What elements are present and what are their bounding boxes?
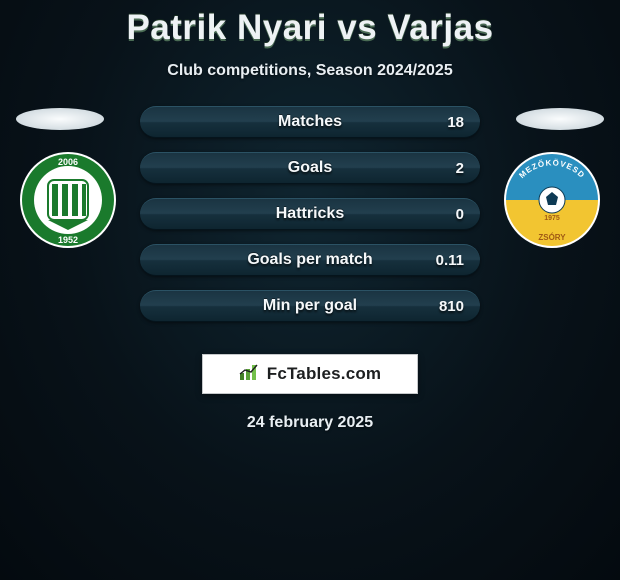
right-club-crest: MEZŐKÖVESD ZSÓRY 1975 — [502, 150, 602, 250]
stat-value: 0.11 — [436, 245, 464, 275]
stat-label: Goals — [140, 153, 480, 183]
left-club-crest: 2006 1952 — [18, 150, 118, 250]
stat-value: 2 — [456, 153, 464, 183]
stat-value: 810 — [439, 291, 464, 321]
svg-text:2006: 2006 — [58, 157, 78, 167]
svg-text:1952: 1952 — [58, 235, 78, 245]
stats-list: Matches 18 Goals 2 Hattricks 0 Goals per… — [140, 106, 480, 336]
subtitle: Club competitions, Season 2024/2025 — [0, 62, 620, 80]
page-title: Patrik Nyari vs Varjas — [0, 0, 620, 48]
stat-row: Goals per match 0.11 — [140, 244, 480, 276]
date-line: 24 february 2025 — [0, 414, 620, 432]
svg-text:ZSÓRY: ZSÓRY — [538, 233, 566, 242]
stat-value: 0 — [456, 199, 464, 229]
bars-icon — [239, 363, 261, 386]
player-right-pedestal — [516, 108, 604, 130]
stat-row: Hattricks 0 — [140, 198, 480, 230]
stat-value: 18 — [447, 107, 464, 137]
stat-label: Hattricks — [140, 199, 480, 229]
svg-text:1975: 1975 — [544, 215, 560, 222]
stat-label: Matches — [140, 107, 480, 137]
comparison-area: 2006 1952 MEZŐKÖVESD ZSÓRY 1975 — [0, 106, 620, 336]
stat-label: Goals per match — [140, 245, 480, 275]
stat-label: Min per goal — [140, 291, 480, 321]
stat-row: Matches 18 — [140, 106, 480, 138]
brand-badge: FcTables.com — [202, 354, 418, 394]
brand-text: FcTables.com — [267, 364, 382, 384]
player-left-pedestal — [16, 108, 104, 130]
stat-row: Goals 2 — [140, 152, 480, 184]
stat-row: Min per goal 810 — [140, 290, 480, 322]
